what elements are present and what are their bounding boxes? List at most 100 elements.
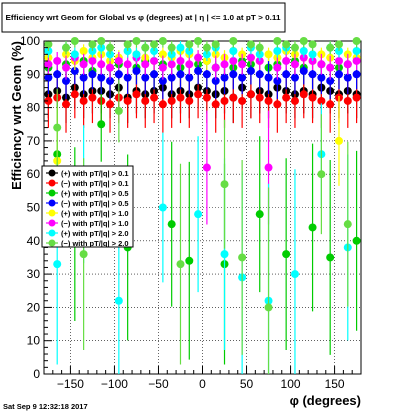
data-point bbox=[211, 76, 220, 85]
data-point bbox=[158, 50, 167, 59]
y-axis-label: Efficiency wrt Geom (%) bbox=[9, 41, 24, 190]
x-tick-label: 50 bbox=[240, 377, 254, 391]
data-point bbox=[79, 250, 88, 259]
data-point bbox=[185, 60, 194, 69]
data-point bbox=[264, 50, 273, 59]
data-point bbox=[238, 60, 247, 69]
data-point bbox=[246, 53, 255, 62]
legend-label: (−) with pT/|q| > 2.0 bbox=[61, 239, 129, 248]
data-point bbox=[106, 100, 115, 109]
data-point bbox=[141, 73, 150, 82]
data-point bbox=[273, 63, 282, 72]
data-point bbox=[264, 73, 273, 82]
data-point bbox=[317, 60, 326, 69]
data-point bbox=[352, 236, 361, 245]
legend-label: (−) with pT/|q| > 0.5 bbox=[61, 199, 129, 208]
data-point bbox=[211, 63, 220, 72]
data-point bbox=[273, 100, 282, 109]
data-point bbox=[264, 303, 273, 312]
data-point bbox=[114, 70, 123, 79]
data-point bbox=[53, 123, 62, 132]
data-point bbox=[308, 223, 317, 232]
data-point bbox=[70, 66, 79, 75]
y-tick-label: 90 bbox=[27, 67, 41, 81]
data-point bbox=[88, 40, 97, 49]
data-point bbox=[123, 40, 132, 49]
legend-label: (−) with pT/|q| > 0.1 bbox=[61, 179, 129, 188]
data-point bbox=[132, 90, 141, 99]
legend-label: (+) with pT/|q| > 0.1 bbox=[61, 169, 129, 178]
data-point bbox=[229, 56, 238, 65]
data-point bbox=[62, 76, 71, 85]
data-point bbox=[317, 96, 326, 105]
data-point bbox=[176, 70, 185, 79]
data-point bbox=[308, 70, 317, 79]
timestamp: Sat Sep 9 12:32:18 2017 bbox=[3, 402, 88, 411]
data-point bbox=[220, 96, 229, 105]
data-point bbox=[194, 90, 203, 99]
data-point bbox=[167, 220, 176, 229]
data-point bbox=[352, 37, 361, 45]
data-point bbox=[158, 76, 167, 85]
data-point bbox=[352, 56, 361, 65]
data-point bbox=[141, 43, 150, 52]
data-point bbox=[308, 50, 317, 59]
data-point bbox=[158, 63, 167, 72]
legend-label: (+) with pT/|q| > 1.0 bbox=[61, 209, 129, 218]
data-point bbox=[53, 260, 62, 269]
data-point bbox=[229, 46, 238, 55]
data-point bbox=[88, 93, 97, 102]
data-point bbox=[246, 66, 255, 75]
data-point bbox=[326, 63, 335, 72]
data-point bbox=[202, 93, 211, 102]
data-point bbox=[97, 60, 106, 69]
data-point bbox=[211, 100, 220, 109]
y-tick-label: 50 bbox=[27, 201, 41, 215]
legend-label: (−) with pT/|q| > 1.0 bbox=[61, 219, 129, 228]
data-point bbox=[255, 93, 264, 102]
data-point bbox=[299, 46, 308, 55]
data-point bbox=[62, 63, 71, 72]
data-point bbox=[62, 43, 71, 52]
data-point bbox=[141, 60, 150, 69]
data-point bbox=[70, 90, 79, 99]
data-point bbox=[282, 56, 291, 65]
data-point bbox=[158, 203, 167, 212]
data-point bbox=[44, 73, 53, 82]
data-point bbox=[150, 40, 159, 49]
data-point bbox=[79, 60, 88, 69]
axes: −150 −100 −50 0 50 100 150 0 10 20 30 40 50 60 70 80 90 1… bbox=[20, 34, 362, 391]
series-8 bbox=[44, 37, 361, 374]
data-point bbox=[326, 253, 335, 262]
data-point bbox=[334, 136, 343, 145]
data-point bbox=[79, 96, 88, 105]
data-point bbox=[185, 96, 194, 105]
data-point bbox=[282, 40, 291, 49]
data-point bbox=[202, 163, 211, 172]
x-tick-label: 100 bbox=[281, 377, 301, 391]
data-point bbox=[308, 93, 317, 102]
data-point bbox=[79, 73, 88, 82]
legend-marker bbox=[48, 239, 56, 247]
data-point bbox=[220, 73, 229, 82]
data-point bbox=[158, 37, 167, 45]
data-point bbox=[53, 70, 62, 79]
legend-label: (+) with pT/|q| > 0.5 bbox=[61, 189, 129, 198]
data-point bbox=[62, 100, 71, 109]
data-point bbox=[299, 90, 308, 99]
chart-title: Efficiency wrt Geom for Global vs φ (deg… bbox=[6, 13, 281, 22]
y-tick-label: 0 bbox=[33, 367, 40, 381]
legend-marker bbox=[48, 199, 56, 207]
data-point bbox=[202, 43, 211, 52]
data-point bbox=[238, 253, 247, 262]
data-point bbox=[255, 43, 264, 52]
data-point bbox=[70, 50, 79, 59]
data-point bbox=[158, 100, 167, 109]
legend-marker bbox=[48, 229, 56, 237]
y-tick-label: 40 bbox=[27, 234, 41, 248]
data-point bbox=[114, 106, 123, 115]
data-point bbox=[167, 43, 176, 52]
data-point bbox=[123, 60, 132, 69]
data-point bbox=[132, 37, 141, 45]
y-tick-label: 10 bbox=[27, 334, 41, 348]
